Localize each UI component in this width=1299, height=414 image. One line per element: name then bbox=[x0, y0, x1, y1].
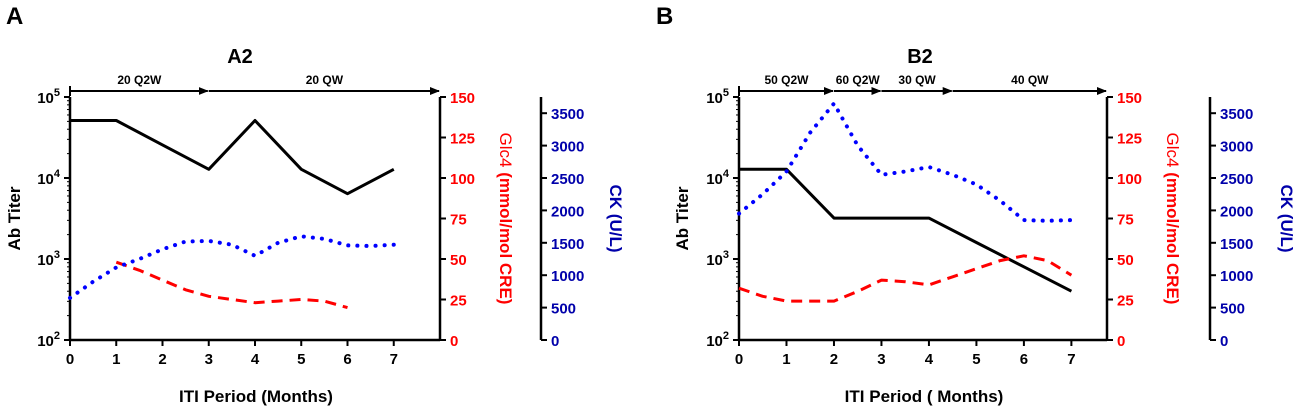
x-tick-label: 6 bbox=[343, 351, 351, 368]
ck-tick-label: 2500 bbox=[1220, 171, 1253, 188]
x-tick-label: 1 bbox=[112, 351, 120, 368]
ab-tick-label: 104 bbox=[37, 168, 61, 188]
ck-series-line bbox=[737, 101, 1074, 223]
regimen-label: 20 Q2W bbox=[117, 73, 162, 87]
x-tick-label: 7 bbox=[1067, 351, 1075, 368]
ab-tick-label: 102 bbox=[706, 330, 729, 350]
glc4-series-line bbox=[738, 254, 1073, 303]
glc4-tick-label: 100 bbox=[450, 171, 475, 188]
glc4-tick-label: 100 bbox=[1117, 171, 1142, 188]
ck-series-line bbox=[68, 234, 396, 300]
ck-tick-label: 0 bbox=[551, 333, 559, 350]
panel-title-b: B2 bbox=[907, 46, 933, 68]
glc4-series-line bbox=[115, 260, 348, 310]
ab-axis-label: Ab Titer bbox=[5, 186, 24, 250]
ck-tick-label: 1500 bbox=[1220, 236, 1253, 253]
ck-tick-label: 2000 bbox=[1220, 203, 1253, 220]
glc4-tick-label: 0 bbox=[1117, 333, 1125, 350]
ck-tick-label: 1000 bbox=[1220, 268, 1253, 285]
x-tick-label: 6 bbox=[1020, 351, 1028, 368]
glc4-tick-label: 150 bbox=[450, 90, 475, 107]
x-tick-label: 5 bbox=[297, 351, 305, 368]
panel-title-a: A2 bbox=[227, 46, 253, 68]
glc4-axis-label: Glc4 (mmol/mol CRE) bbox=[496, 133, 515, 305]
x-tick-label: 4 bbox=[925, 351, 934, 368]
glc4-tick-label: 50 bbox=[1117, 252, 1134, 269]
x-tick-label: 1 bbox=[782, 351, 790, 368]
x-tick-label: 7 bbox=[390, 351, 398, 368]
ab-titer-series-line bbox=[739, 167, 1073, 293]
ab-tick-label: 105 bbox=[37, 87, 60, 107]
ab-tick-label: 104 bbox=[706, 168, 730, 188]
panel-letter-b: B bbox=[656, 3, 673, 30]
x-axis-label: ITI Period (Months) bbox=[179, 387, 333, 406]
ab-titer-series-line bbox=[70, 119, 395, 196]
ck-tick-label: 3000 bbox=[551, 139, 584, 156]
ab-axis-label: Ab Titer bbox=[673, 186, 692, 250]
ab-tick-label: 103 bbox=[706, 249, 729, 269]
ck-tick-label: 1000 bbox=[551, 268, 584, 285]
regimen-label: 40 QW bbox=[1011, 73, 1049, 87]
chart-panel-a: 0 1 2 3 4 5 6 7 ITI Period (Months) 102 103 104 105 A… bbox=[5, 73, 625, 406]
x-tick-label: 0 bbox=[735, 351, 743, 368]
glc4-tick-label: 50 bbox=[450, 252, 467, 269]
ck-axis-label: CK (U/L) bbox=[1277, 185, 1296, 253]
ab-tick-label: 105 bbox=[706, 87, 729, 107]
glc4-tick-label: 150 bbox=[1117, 90, 1142, 107]
regimen-label: 20 QW bbox=[306, 73, 344, 87]
ck-tick-label: 2500 bbox=[551, 171, 584, 188]
ck-tick-label: 3000 bbox=[1220, 139, 1253, 156]
regimen-label: 30 QW bbox=[898, 73, 936, 87]
glc4-axis-label: Glc4 (mmol/mol CRE) bbox=[1163, 133, 1182, 305]
x-axis-label: ITI Period ( Months) bbox=[845, 387, 1004, 406]
regimen-label: 60 Q2W bbox=[836, 73, 881, 87]
ck-tick-label: 500 bbox=[551, 301, 576, 318]
glc4-tick-label: 25 bbox=[1117, 293, 1134, 310]
x-tick-label: 3 bbox=[877, 351, 885, 368]
glc4-tick-label: 75 bbox=[1117, 212, 1134, 229]
ck-axis-label: CK (U/L) bbox=[606, 185, 625, 253]
ab-tick-label: 103 bbox=[37, 249, 60, 269]
x-tick-label: 2 bbox=[830, 351, 838, 368]
panel-letter-a: A bbox=[6, 3, 23, 30]
x-tick-label: 4 bbox=[251, 351, 260, 368]
x-tick-label: 0 bbox=[66, 351, 74, 368]
glc4-tick-label: 125 bbox=[1117, 131, 1142, 148]
chart-panel-b: 0 1 2 3 4 5 6 7 ITI Period ( Months) 102 103 104 105… bbox=[673, 73, 1296, 406]
ck-tick-label: 0 bbox=[1220, 333, 1228, 350]
glc4-tick-label: 125 bbox=[450, 131, 475, 148]
ck-tick-label: 1500 bbox=[551, 236, 584, 253]
regimen-label: 50 Q2W bbox=[764, 73, 809, 87]
ab-tick-label: 102 bbox=[37, 330, 60, 350]
x-tick-label: 5 bbox=[972, 351, 980, 368]
x-tick-label: 3 bbox=[205, 351, 213, 368]
ck-tick-label: 3500 bbox=[551, 106, 584, 123]
glc4-tick-label: 25 bbox=[450, 293, 467, 310]
glc4-tick-label: 75 bbox=[450, 212, 467, 229]
ck-tick-label: 3500 bbox=[1220, 106, 1253, 123]
x-tick-label: 2 bbox=[158, 351, 166, 368]
ck-tick-label: 500 bbox=[1220, 301, 1245, 318]
glc4-tick-label: 0 bbox=[450, 333, 458, 350]
ck-tick-label: 2000 bbox=[551, 203, 584, 220]
